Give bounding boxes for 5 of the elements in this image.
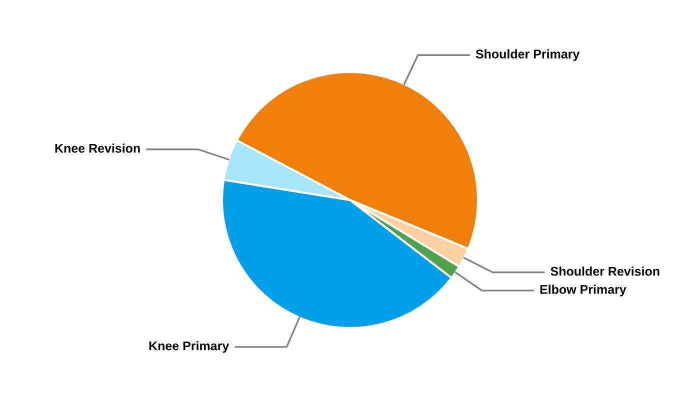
slice-label: Knee Primary <box>149 341 230 353</box>
slice-label: Knee Revision <box>55 144 140 153</box>
slice-label: Shoulder Revision <box>550 266 660 276</box>
slice-label: Elbow Primary <box>540 284 626 296</box>
slice-label: Shoulder Primary <box>476 49 580 61</box>
